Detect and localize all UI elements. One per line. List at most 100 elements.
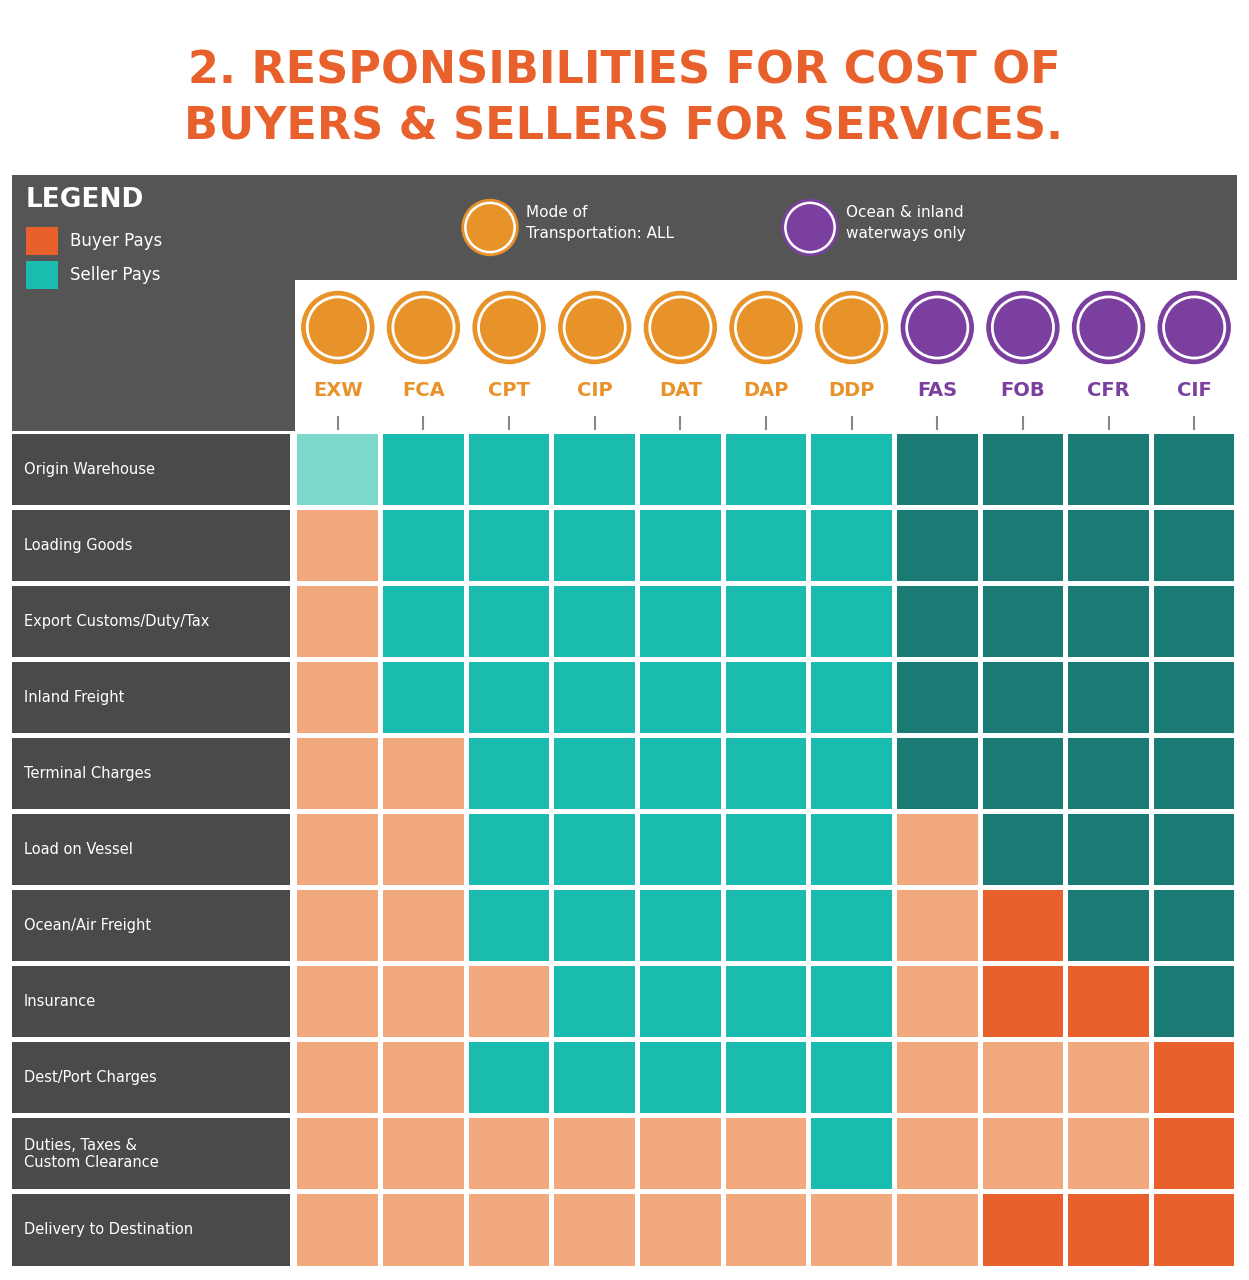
Bar	[983, 1042, 1063, 1114]
Bar	[383, 1119, 463, 1189]
Bar	[639, 1119, 721, 1189]
Bar	[812, 662, 892, 733]
Bar	[983, 662, 1063, 733]
Bar	[897, 1119, 978, 1189]
Bar	[555, 1194, 634, 1266]
Text: 2. RESPONSIBILITIES FOR COST OF: 2. RESPONSIBILITIES FOR COST OF	[187, 50, 1060, 93]
Bar	[983, 814, 1063, 884]
Bar	[383, 737, 463, 809]
Bar	[1068, 1042, 1149, 1114]
Bar	[1154, 737, 1234, 809]
Circle shape	[462, 200, 518, 256]
Bar	[983, 1194, 1063, 1266]
Bar	[555, 890, 634, 961]
Bar	[1154, 509, 1234, 581]
Circle shape	[782, 200, 838, 256]
Text: DDP: DDP	[828, 381, 874, 399]
Bar	[726, 1194, 807, 1266]
Bar	[897, 737, 978, 809]
Bar	[12, 434, 290, 504]
Text: Dest/Port Charges: Dest/Port Charges	[24, 1070, 157, 1085]
Bar	[297, 814, 378, 884]
Bar	[639, 966, 721, 1037]
Circle shape	[816, 292, 888, 364]
Bar	[555, 509, 634, 581]
Bar	[468, 586, 550, 657]
Bar	[1154, 662, 1234, 733]
Circle shape	[1073, 292, 1144, 364]
Bar	[812, 737, 892, 809]
Bar	[812, 890, 892, 961]
Circle shape	[387, 292, 460, 364]
Bar	[1068, 737, 1149, 809]
Bar	[12, 1042, 290, 1114]
Bar	[468, 1119, 550, 1189]
Bar	[555, 1119, 634, 1189]
Text: FOB: FOB	[1000, 381, 1045, 399]
Bar	[12, 662, 290, 733]
Text: BUYERS & SELLERS FOR SERVICES.: BUYERS & SELLERS FOR SERVICES.	[185, 105, 1063, 148]
Bar	[1068, 662, 1149, 733]
Bar	[639, 890, 721, 961]
Bar	[555, 434, 634, 504]
Text: Buyer Pays: Buyer Pays	[70, 232, 162, 250]
Text: CIF: CIF	[1177, 381, 1212, 399]
Text: CIP: CIP	[577, 381, 612, 399]
Bar	[468, 814, 550, 884]
Text: Loading Goods: Loading Goods	[24, 538, 132, 553]
Bar	[726, 662, 807, 733]
Circle shape	[473, 292, 545, 364]
Bar	[297, 586, 378, 657]
Bar	[897, 1194, 978, 1266]
Circle shape	[729, 292, 802, 364]
Bar	[726, 966, 807, 1037]
Bar	[468, 509, 550, 581]
Bar	[812, 814, 892, 884]
Bar	[297, 509, 378, 581]
Bar	[1068, 1119, 1149, 1189]
Circle shape	[1158, 292, 1230, 364]
Bar	[639, 509, 721, 581]
Bar	[812, 1194, 892, 1266]
Bar	[383, 890, 463, 961]
Bar	[468, 890, 550, 961]
Bar	[812, 586, 892, 657]
Circle shape	[558, 292, 631, 364]
Bar	[555, 737, 634, 809]
Bar	[297, 434, 378, 504]
Bar	[468, 1042, 550, 1114]
Bar	[983, 586, 1063, 657]
Bar	[983, 737, 1063, 809]
Bar	[726, 586, 807, 657]
Bar	[555, 814, 634, 884]
Bar	[1154, 814, 1234, 884]
Bar	[897, 662, 978, 733]
Text: Mode of
Transportation: ALL: Mode of Transportation: ALL	[526, 205, 674, 241]
Bar	[983, 890, 1063, 961]
Text: DAP: DAP	[743, 381, 788, 399]
Text: Terminal Charges: Terminal Charges	[24, 765, 151, 781]
Bar	[726, 737, 807, 809]
Bar	[383, 509, 463, 581]
Bar	[897, 509, 978, 581]
Bar	[897, 1042, 978, 1114]
Bar	[726, 434, 807, 504]
Bar	[383, 1194, 463, 1266]
Bar	[726, 814, 807, 884]
Bar	[1068, 1194, 1149, 1266]
Bar	[468, 737, 550, 809]
Text: Ocean/Air Freight: Ocean/Air Freight	[24, 918, 151, 933]
Bar	[1068, 966, 1149, 1037]
Text: LEGEND: LEGEND	[26, 187, 145, 212]
Bar	[639, 662, 721, 733]
Bar	[897, 434, 978, 504]
Bar	[726, 890, 807, 961]
Bar	[1068, 509, 1149, 581]
Text: Delivery to Destination: Delivery to Destination	[24, 1222, 194, 1238]
Bar	[897, 890, 978, 961]
Bar	[12, 814, 290, 884]
Bar	[726, 509, 807, 581]
Bar	[1154, 586, 1234, 657]
Bar	[297, 662, 378, 733]
Text: Seller Pays: Seller Pays	[70, 266, 161, 284]
